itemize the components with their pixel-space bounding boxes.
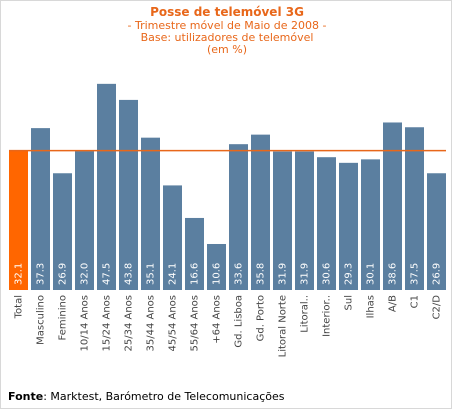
value-label-19: 37.5 [410, 263, 421, 285]
value-label-9: 16.6 [190, 263, 201, 285]
value-label-2: 37.3 [36, 263, 47, 285]
chart-base: Base: utilizadores de telemóvel [140, 31, 314, 44]
value-label-15: 30.6 [322, 263, 333, 285]
value-label-5: 47.5 [102, 263, 113, 285]
category-label-9: 55/64 Anos [190, 295, 201, 352]
category-label-12: Gd. Porto [256, 295, 267, 341]
value-label-3: 26.9 [58, 263, 69, 285]
value-label-7: 35.1 [146, 263, 157, 285]
bar-2 [31, 128, 50, 290]
category-label-4: 10/14 Anos [80, 295, 91, 352]
value-label-12: 35.8 [256, 263, 267, 285]
category-label-6: 25/34 Anos [124, 295, 135, 352]
bar-5 [97, 83, 116, 290]
value-label-14: 31.9 [300, 263, 311, 285]
bar-18 [383, 122, 402, 290]
value-label-16: 29.3 [344, 263, 355, 285]
chart-unit: (em %) [206, 43, 247, 56]
category-label-20: C2/D [432, 295, 443, 320]
category-label-19: C1 [410, 295, 421, 308]
value-label-8: 24.1 [168, 263, 179, 285]
value-label-18: 38.6 [388, 263, 399, 285]
category-label-3: Feminino [58, 295, 69, 340]
category-label-7: 35/44 Anos [146, 295, 157, 352]
category-label-14: Litoral.. [300, 295, 311, 333]
bar-12 [251, 134, 270, 290]
category-label-5: 15/24 Anos [102, 295, 113, 352]
category-label-8: 45/54 Anos [168, 295, 179, 352]
value-label-13: 31.9 [278, 263, 289, 285]
value-label-11: 33.6 [234, 263, 245, 285]
category-label-15: Interior.. [322, 295, 333, 337]
chart-subtitle: - Trimestre móvel de Maio de 2008 - [127, 19, 327, 32]
bar-13 [273, 151, 292, 290]
bar-14 [295, 151, 314, 290]
value-label-1: 32.1 [14, 263, 25, 285]
category-label-17: Ilhas [366, 295, 377, 318]
category-label-10: +64 Anos [212, 295, 223, 344]
value-label-17: 30.1 [366, 263, 377, 285]
bar-1 [9, 150, 28, 290]
bar-9 [185, 217, 204, 290]
value-label-6: 43.8 [124, 263, 135, 285]
bar-19 [405, 127, 424, 290]
bar-16 [339, 162, 358, 290]
bar-20 [427, 173, 446, 290]
bar-3 [53, 173, 72, 290]
source-text: : Marktest, Barómetro de Telecomunicaçõe… [43, 390, 285, 403]
source-label: Fonte [8, 390, 44, 403]
bar-6 [119, 99, 138, 291]
bar-8 [163, 185, 182, 290]
category-label-2: Masculino [36, 295, 47, 345]
bar-15 [317, 157, 336, 290]
bar-17 [361, 159, 380, 290]
category-label-16: Sul [344, 295, 355, 310]
bar-10 [207, 243, 226, 290]
value-label-20: 26.9 [432, 263, 443, 285]
category-label-1: Total [14, 295, 25, 319]
category-label-13: Litoral Norte [278, 295, 289, 357]
category-label-18: A/B [388, 295, 399, 312]
source-note: Fonte: Marktest, Barómetro de Telecomuni… [8, 390, 284, 403]
value-label-10: 10.6 [212, 263, 223, 285]
value-label-4: 32.0 [80, 263, 91, 285]
chart-title: Posse de telemóvel 3G [150, 5, 304, 19]
bar-4 [75, 151, 94, 290]
bar-7 [141, 137, 160, 290]
bar-11 [229, 144, 248, 290]
category-label-11: Gd. Lisboa [234, 295, 245, 348]
